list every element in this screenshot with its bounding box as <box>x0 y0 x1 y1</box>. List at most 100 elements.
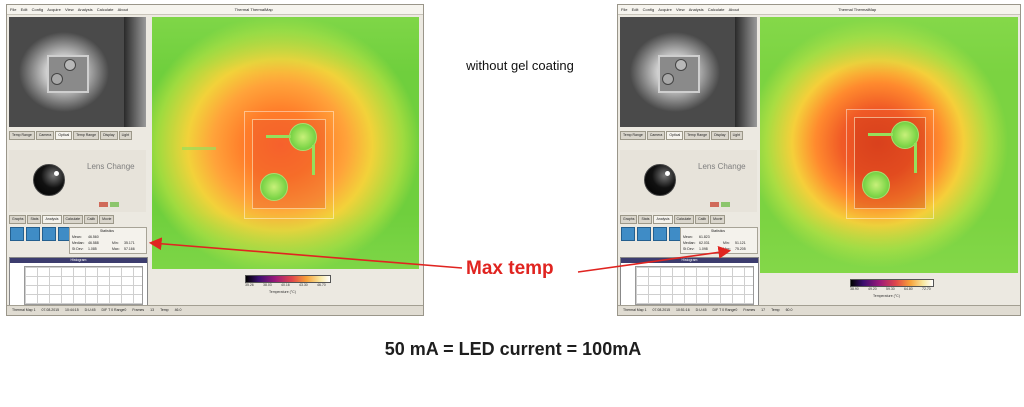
rect-tool-icon[interactable] <box>653 227 667 241</box>
tabs-top: Temp Range Camera Optical Temp Range Dis… <box>9 131 133 140</box>
histogram-title: Histogram <box>10 258 147 263</box>
tab-analysis[interactable]: Analysis <box>42 215 62 224</box>
temperature-colorbar <box>245 275 331 283</box>
tab-temp-range[interactable]: Temp Range <box>9 131 35 140</box>
colorbar-tick-5: 72.70 <box>922 287 931 291</box>
max-value: 57.166 <box>124 247 135 251</box>
visible-camera-view <box>9 17 146 127</box>
menu-edit[interactable]: Edit <box>20 7 28 12</box>
tab-camera[interactable]: Camera <box>646 131 666 140</box>
lens-cancel-button[interactable] <box>710 202 719 207</box>
lens-control-area: Lens Change <box>9 150 146 212</box>
window-title: Thermal ThermalMap <box>838 7 877 12</box>
tab-stats[interactable]: Stats <box>638 215 653 224</box>
menu-calculate[interactable]: Calculate <box>96 7 114 12</box>
stddev-value: 1.085 <box>88 247 97 251</box>
tab-stats[interactable]: Stats <box>27 215 42 224</box>
menu-config[interactable]: Config <box>31 7 44 12</box>
max-temp-label: Max temp <box>466 258 554 279</box>
colorbar-tick-1: 38.90 <box>850 287 859 291</box>
menu-acquire[interactable]: Acquire <box>658 7 672 12</box>
colorbar-tick-2: 49.20 <box>868 287 877 291</box>
led-hotspot-2 <box>862 171 890 199</box>
tab-calib[interactable]: Calib <box>84 215 99 224</box>
visible-camera-view <box>620 17 757 127</box>
area-tool-icon[interactable] <box>637 227 651 241</box>
status-mode: D:U:45 <box>695 308 707 312</box>
tab-light[interactable]: Light <box>118 131 133 140</box>
line-tool-icon[interactable] <box>621 227 635 241</box>
status-date: 07.08.2015 <box>41 308 60 312</box>
menu-view[interactable]: View <box>675 7 685 12</box>
tab-movie[interactable]: Movie <box>99 215 115 224</box>
tab-graphs[interactable]: Graphs <box>620 215 638 224</box>
menu-config[interactable]: Config <box>642 7 655 12</box>
status-mode: D:U:45 <box>84 308 96 312</box>
menu-calculate[interactable]: Calculate <box>707 7 725 12</box>
menu-view[interactable]: View <box>64 7 74 12</box>
menu-about[interactable]: About <box>117 7 129 12</box>
lens-ok-button[interactable] <box>110 202 119 207</box>
tab-temp-range[interactable]: Temp Range <box>620 131 646 140</box>
menu-edit[interactable]: Edit <box>631 7 639 12</box>
min-value: 51.121 <box>735 241 746 245</box>
line-tool-icon[interactable] <box>10 227 24 241</box>
tab-optical[interactable]: Optical <box>666 131 684 140</box>
menu-analysis[interactable]: Analysis <box>688 7 704 12</box>
status-frames-value: 17 <box>761 308 766 312</box>
tab-graphs[interactable]: Graphs <box>9 215 27 224</box>
lens-cancel-button[interactable] <box>99 202 108 207</box>
focus-knob[interactable] <box>33 164 65 196</box>
tab-temp-range-2[interactable]: Temp Range <box>73 131 100 140</box>
status-map-name: Thermal Map 1 <box>623 308 647 312</box>
focus-knob[interactable] <box>644 164 676 196</box>
max-value: 75.205 <box>735 247 746 251</box>
tab-temp-range-2[interactable]: Temp Range <box>684 131 711 140</box>
left-thermal-window: File Edit Config Acquire View Analysis C… <box>6 4 424 316</box>
menu-file[interactable]: File <box>10 7 17 12</box>
lens-control-area: Lens Change <box>620 150 757 212</box>
tab-optical[interactable]: Optical <box>55 131 73 140</box>
tab-camera[interactable]: Camera <box>35 131 55 140</box>
lens-ok-button[interactable] <box>721 202 730 207</box>
histogram-chart: Histogram <box>9 257 148 315</box>
menu-file[interactable]: File <box>621 7 628 12</box>
arrow-right <box>577 245 732 273</box>
menu-about[interactable]: About <box>728 7 740 12</box>
menu-acquire[interactable]: Acquire <box>47 7 61 12</box>
status-temp-value: 46.0 <box>174 308 182 312</box>
colorbar-label: Temperature (°C) <box>269 290 296 294</box>
colorbar-tick-3: 40.16 <box>281 283 290 287</box>
tabs-bottom: Graphs Stats Analysis Calculate Calib Mo… <box>620 215 726 224</box>
tab-display[interactable]: Display <box>711 131 729 140</box>
thermal-image[interactable] <box>760 17 1018 273</box>
led-hotspot-2 <box>260 173 288 201</box>
stats-title: Statistics <box>100 229 115 233</box>
status-range: DIF T 0 Range0 <box>101 308 127 312</box>
tab-analysis[interactable]: Analysis <box>653 215 673 224</box>
colorbar-label: Temperature (°C) <box>873 294 900 298</box>
area-tool-icon[interactable] <box>26 227 40 241</box>
histogram-title: Histogram <box>621 258 758 263</box>
menu-analysis[interactable]: Analysis <box>77 7 93 12</box>
temperature-colorbar <box>850 279 934 287</box>
tab-movie[interactable]: Movie <box>710 215 726 224</box>
tab-light[interactable]: Light <box>729 131 744 140</box>
status-temp-label: Temp <box>771 308 780 312</box>
mean-label: Mean: <box>72 235 82 239</box>
lens-change-title: Lens Change <box>698 162 746 171</box>
thermal-image[interactable] <box>152 17 419 269</box>
led-current-text: 50 mA = LED current = 100mA <box>384 339 642 359</box>
tab-display[interactable]: Display <box>100 131 118 140</box>
tab-calculate[interactable]: Calculate <box>673 215 695 224</box>
stats-title: Statistics <box>711 229 726 233</box>
median-label: Median: <box>72 241 85 245</box>
tab-calib[interactable]: Calib <box>695 215 710 224</box>
status-frames-label: Frames <box>743 308 756 312</box>
rect-tool-icon[interactable] <box>42 227 56 241</box>
tab-calculate[interactable]: Calculate <box>62 215 84 224</box>
right-thermal-window: File Edit Config Acquire View Analysis C… <box>617 4 1021 316</box>
status-time: 10:51:16 <box>676 308 690 312</box>
status-date: 07.08.2015 <box>652 308 671 312</box>
